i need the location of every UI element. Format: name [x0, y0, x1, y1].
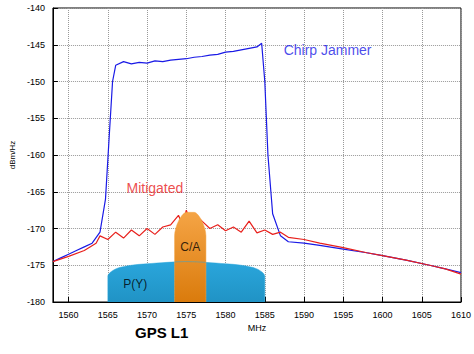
svg-text:-180: -180 — [27, 297, 45, 307]
svg-text:C/A: C/A — [180, 240, 200, 254]
svg-text:-170: -170 — [27, 224, 45, 234]
svg-text:-165: -165 — [27, 187, 45, 197]
svg-text:GPS L1: GPS L1 — [135, 324, 188, 341]
svg-text:1580: 1580 — [216, 310, 236, 320]
svg-text:1600: 1600 — [372, 310, 392, 320]
svg-text:1590: 1590 — [294, 310, 314, 320]
svg-text:1595: 1595 — [333, 310, 353, 320]
svg-text:dBm/Hz: dBm/Hz — [8, 141, 17, 169]
svg-text:1610: 1610 — [451, 310, 471, 320]
svg-text:-145: -145 — [27, 40, 45, 50]
svg-text:Mitigated: Mitigated — [127, 180, 184, 196]
svg-text:-155: -155 — [27, 113, 45, 123]
svg-text:MHz: MHz — [248, 323, 267, 333]
svg-text:1605: 1605 — [412, 310, 432, 320]
svg-text:-140: -140 — [27, 3, 45, 13]
svg-text:P(Y): P(Y) — [123, 277, 147, 291]
svg-text:1565: 1565 — [98, 310, 118, 320]
svg-text:1560: 1560 — [59, 310, 79, 320]
svg-text:-150: -150 — [27, 77, 45, 87]
svg-text:1575: 1575 — [176, 310, 196, 320]
svg-text:-175: -175 — [27, 260, 45, 270]
svg-text:-160: -160 — [27, 150, 45, 160]
svg-text:Chirp Jammer: Chirp Jammer — [284, 42, 372, 58]
svg-text:1585: 1585 — [255, 310, 275, 320]
svg-text:1570: 1570 — [137, 310, 157, 320]
